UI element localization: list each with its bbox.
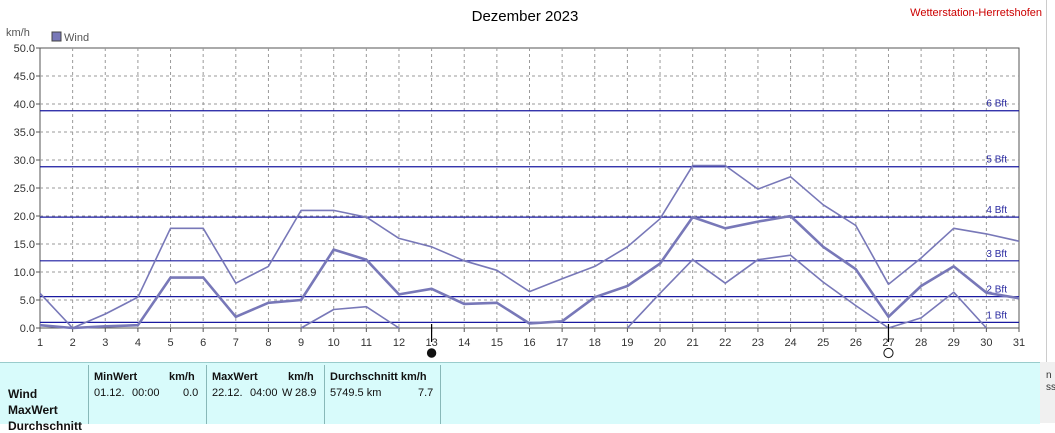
x-tick-label: 17: [556, 337, 568, 349]
x-tick-label: 16: [523, 337, 535, 349]
clipped-panel-edge: n ss: [1040, 362, 1055, 423]
min-time: 00:00: [132, 387, 160, 399]
beaufort-label: 2 Bft: [986, 285, 1007, 296]
x-tick-label: 13: [425, 337, 437, 349]
y-tick-label: 10.0: [14, 267, 35, 279]
x-tick-label: 1: [37, 337, 43, 349]
row-label-wind: Wind: [8, 387, 38, 401]
beaufort-label: 4 Bft: [986, 205, 1007, 216]
min-unit: km/h: [169, 371, 195, 383]
x-tick-label: 24: [784, 337, 796, 349]
clipped-text: ss: [1046, 382, 1055, 393]
y-tick-label: 45.0: [14, 71, 35, 83]
x-tick-label: 14: [458, 337, 470, 349]
x-tick-label: 22: [719, 337, 731, 349]
row-label-durchschnitt: Durchschnitt: [8, 419, 83, 433]
series-line: [39, 214, 1020, 330]
x-tick-label: 28: [915, 337, 927, 349]
min-header: MinWert: [94, 371, 138, 383]
column-divider: [88, 365, 89, 424]
x-tick-label: 31: [1013, 337, 1025, 349]
x-tick-label: 2: [70, 337, 76, 349]
series-line: [626, 254, 987, 329]
station-name: Wetterstation-Herretshofen: [910, 7, 1042, 19]
avg-header: Durchschnitt km/h: [330, 371, 427, 383]
column-divider: [206, 365, 207, 424]
x-tick-label: 19: [621, 337, 633, 349]
x-tick-label: 6: [200, 337, 206, 349]
beaufort-label: 3 Bft: [986, 249, 1007, 260]
beaufort-label: 5 Bft: [986, 155, 1007, 166]
x-tick-label: 8: [265, 337, 271, 349]
x-tick-label: 30: [980, 337, 992, 349]
series-line: [39, 164, 1020, 329]
x-tick-label: 15: [491, 337, 503, 349]
x-tick-label: 23: [752, 337, 764, 349]
x-tick-label: 20: [654, 337, 666, 349]
avg-distance: 5749.5 km: [330, 387, 382, 399]
wind-chart: Dezember 2023 Wetterstation-Herretshofen…: [6, 7, 1042, 359]
full-moon-icon: [426, 348, 437, 358]
x-tick-label: 29: [948, 337, 960, 349]
max-time: 04:00: [250, 387, 278, 399]
x-tick-label: 4: [135, 337, 141, 349]
y-tick-label: 5.0: [20, 295, 35, 307]
y-tick-label: 35.0: [14, 127, 35, 139]
x-tick-label: 10: [328, 337, 340, 349]
scrollbar[interactable]: [1046, 0, 1055, 362]
max-header: MaxWert: [212, 371, 258, 383]
x-tick-label: 11: [361, 337, 372, 349]
series-line: [300, 305, 400, 329]
column-divider: [440, 365, 441, 424]
max-value: 28.9: [295, 387, 317, 399]
x-tick-label: 26: [850, 337, 862, 349]
chart-title: Dezember 2023: [472, 8, 579, 25]
stats-panel: Wind MaxWert Durchschnitt MinWert km/h 0…: [0, 362, 1040, 433]
min-date: 01.12.: [94, 387, 125, 399]
max-unit: km/h: [288, 371, 314, 383]
clipped-text: n: [1046, 370, 1052, 381]
beaufort-label: 1 Bft: [986, 310, 1007, 321]
column-divider: [324, 365, 325, 424]
avg-value: 7.7: [418, 387, 434, 399]
x-tick-label: 27: [882, 337, 894, 349]
y-tick-label: 30.0: [14, 155, 35, 167]
row-label-maxwert: MaxWert: [8, 403, 58, 417]
legend-swatch: [51, 31, 62, 42]
max-direction: W: [282, 387, 293, 399]
y-tick-label: 0.0: [20, 323, 35, 335]
x-tick-label: 5: [167, 337, 173, 349]
x-tick-label: 21: [687, 337, 699, 349]
x-tick-label: 18: [589, 337, 601, 349]
x-tick-label: 12: [393, 337, 405, 349]
legend-label: Wind: [64, 32, 89, 44]
y-tick-label: 40.0: [14, 99, 35, 111]
y-tick-label: 20.0: [14, 211, 35, 223]
new-moon-icon: [883, 347, 894, 359]
max-date: 22.12.: [212, 387, 243, 399]
y-tick-label: 50.0: [14, 43, 35, 55]
beaufort-label: 6 Bft: [986, 99, 1007, 110]
x-tick-label: 25: [817, 337, 829, 349]
min-value: 0.0: [183, 387, 199, 399]
y-tick-label: 15.0: [14, 239, 35, 251]
y-tick-label: 25.0: [14, 183, 35, 195]
x-tick-label: 3: [102, 337, 108, 349]
x-tick-label: 7: [233, 337, 239, 349]
x-tick-label: 9: [298, 337, 304, 349]
y-axis-unit: km/h: [6, 27, 30, 39]
